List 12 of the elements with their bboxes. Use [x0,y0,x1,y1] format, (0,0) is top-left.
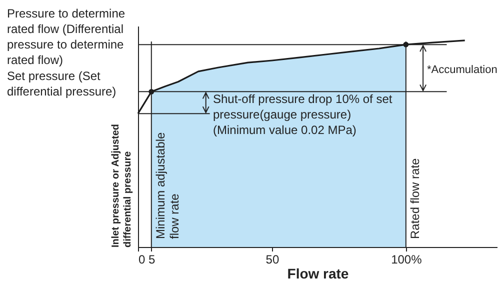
x-tick-label: 50 [266,252,280,266]
ref-line-label: Set pressure (Set differential pressure) [7,68,116,98]
y-axis-title: Inlet pressure or Adjusted differential pressure [110,124,134,248]
ref-line-label: Rated flow rate [408,158,422,239]
annotation: *Accumulation [427,64,498,76]
x-tick-label: 0 [138,252,146,266]
x-axis-title: Flow rate [287,266,349,281]
ref-line-label: Pressure to determine rated flow (Differential pressure to determine rated flow) [7,6,126,67]
x-tick-label: 100% [391,252,422,266]
ref-line-label: Minimum adjustable flow rate [153,132,182,239]
x-tick-label: 5 [148,252,156,266]
annotation: Shut-off pressure drop 10% of set pressure(gauge pressure) (Minimum value 0.02 MPa) [213,92,393,137]
